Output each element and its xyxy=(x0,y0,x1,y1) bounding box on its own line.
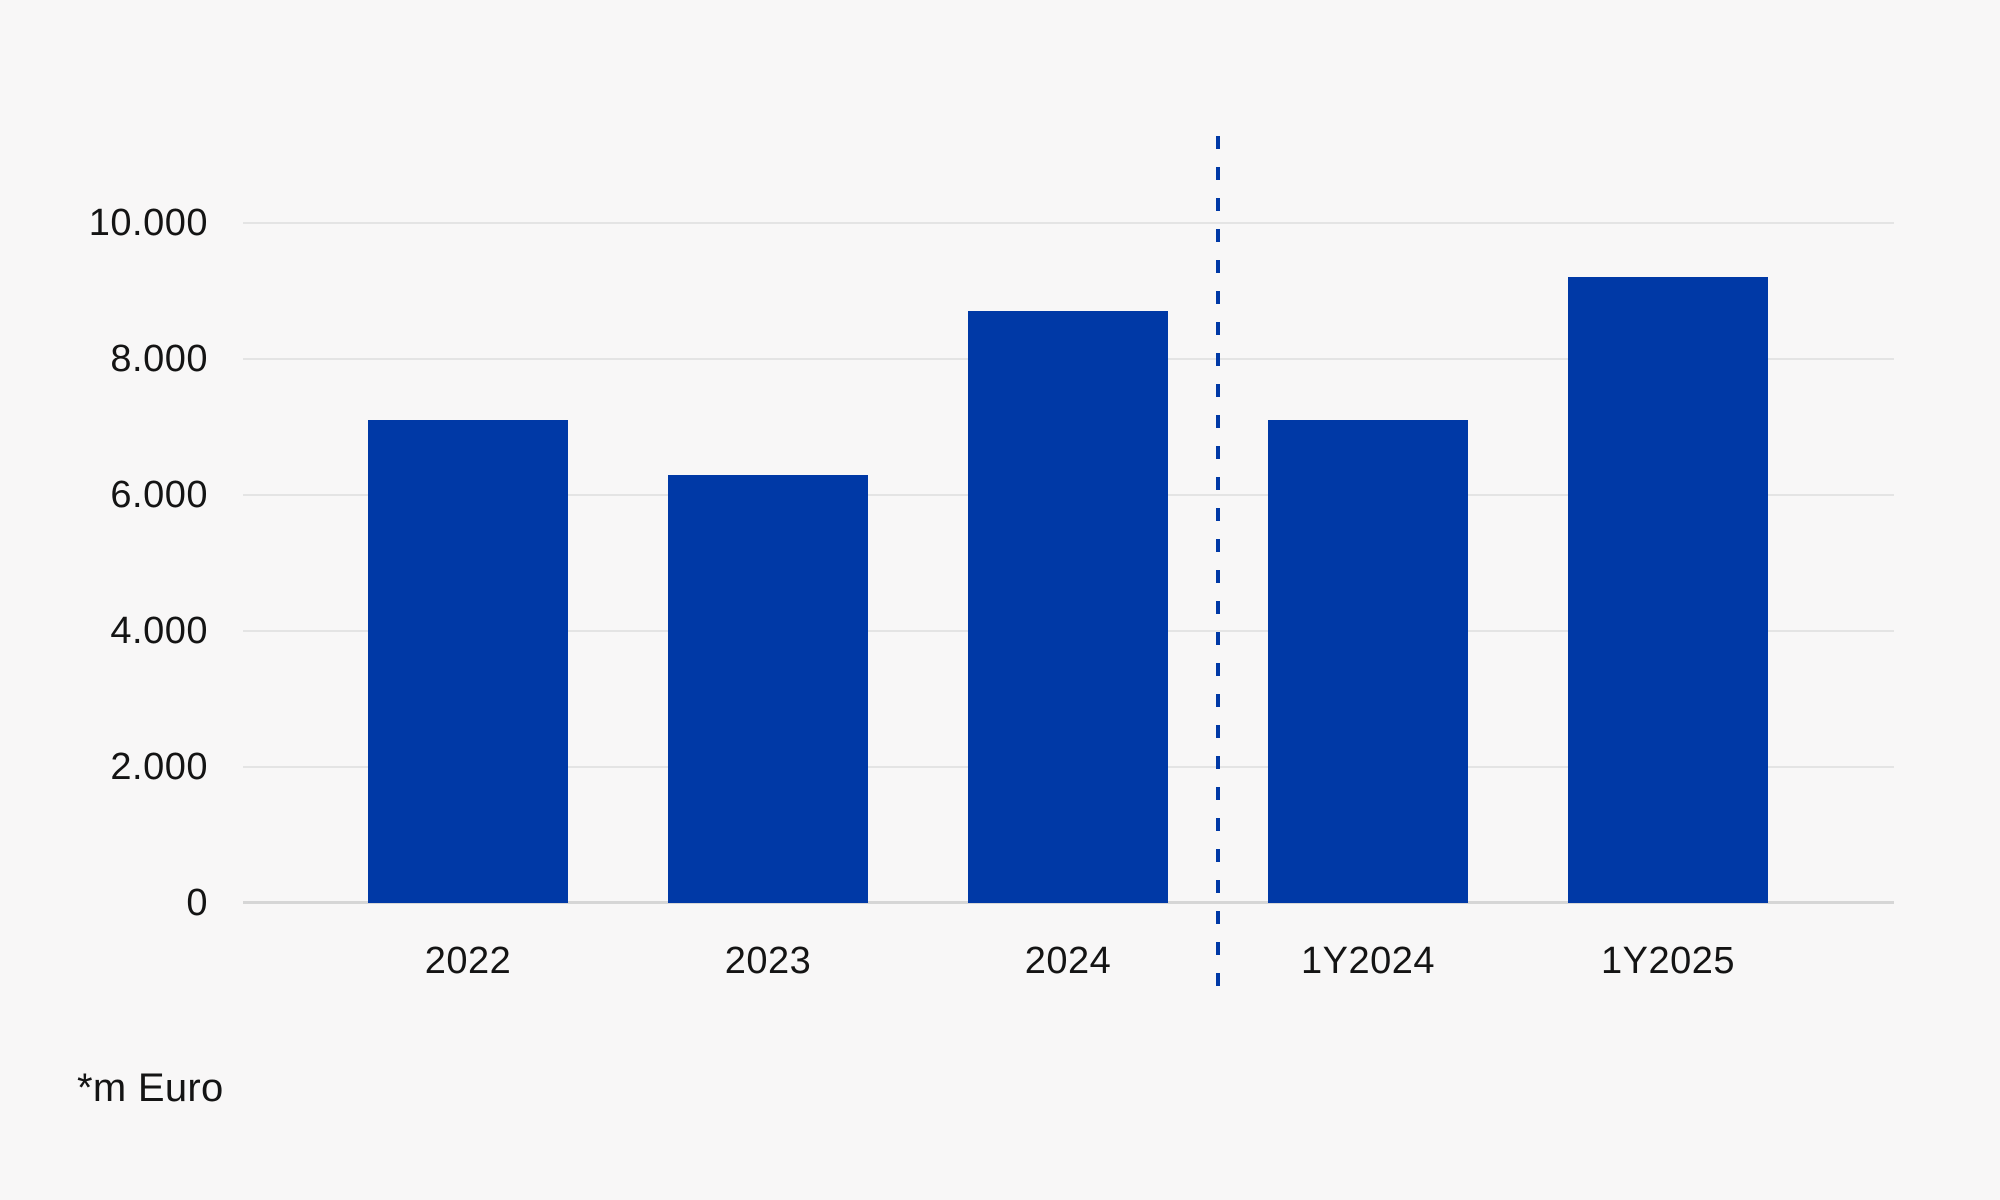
y-axis-tick-label-0: 0 xyxy=(186,882,208,924)
x-axis-label-1Y2024: 1Y2024 xyxy=(1300,940,1435,982)
gridline-10000 xyxy=(243,222,1894,224)
bar-2024[interactable] xyxy=(968,311,1168,903)
y-axis-tick-label-10000: 10.000 xyxy=(88,202,208,244)
y-axis-tick-label-6000: 6.000 xyxy=(110,474,208,516)
y-axis-tick-label-4000: 4.000 xyxy=(110,610,208,652)
plot-area xyxy=(243,120,1894,996)
y-axis: 0 2.000 4.000 6.000 8.000 10.000 xyxy=(0,120,208,922)
footnote-unit-label: *m Euro xyxy=(77,1066,224,1110)
y-axis-tick-label-2000: 2.000 xyxy=(110,746,208,788)
forecast-divider-line xyxy=(1216,136,1220,996)
x-axis-label-2023: 2023 xyxy=(724,940,812,982)
x-axis: 2022 2023 2024 1Y2024 1Y2025 xyxy=(243,941,1894,985)
bar-2023[interactable] xyxy=(668,474,868,903)
bar-1Y2024[interactable] xyxy=(1268,420,1468,903)
bar-2022[interactable] xyxy=(368,420,568,903)
y-axis-tick-label-8000: 8.000 xyxy=(110,338,208,380)
x-axis-label-2024: 2024 xyxy=(1024,940,1112,982)
x-axis-label-2022: 2022 xyxy=(424,940,512,982)
bar-1Y2025[interactable] xyxy=(1568,277,1768,903)
x-axis-label-1Y2025: 1Y2025 xyxy=(1600,940,1735,982)
